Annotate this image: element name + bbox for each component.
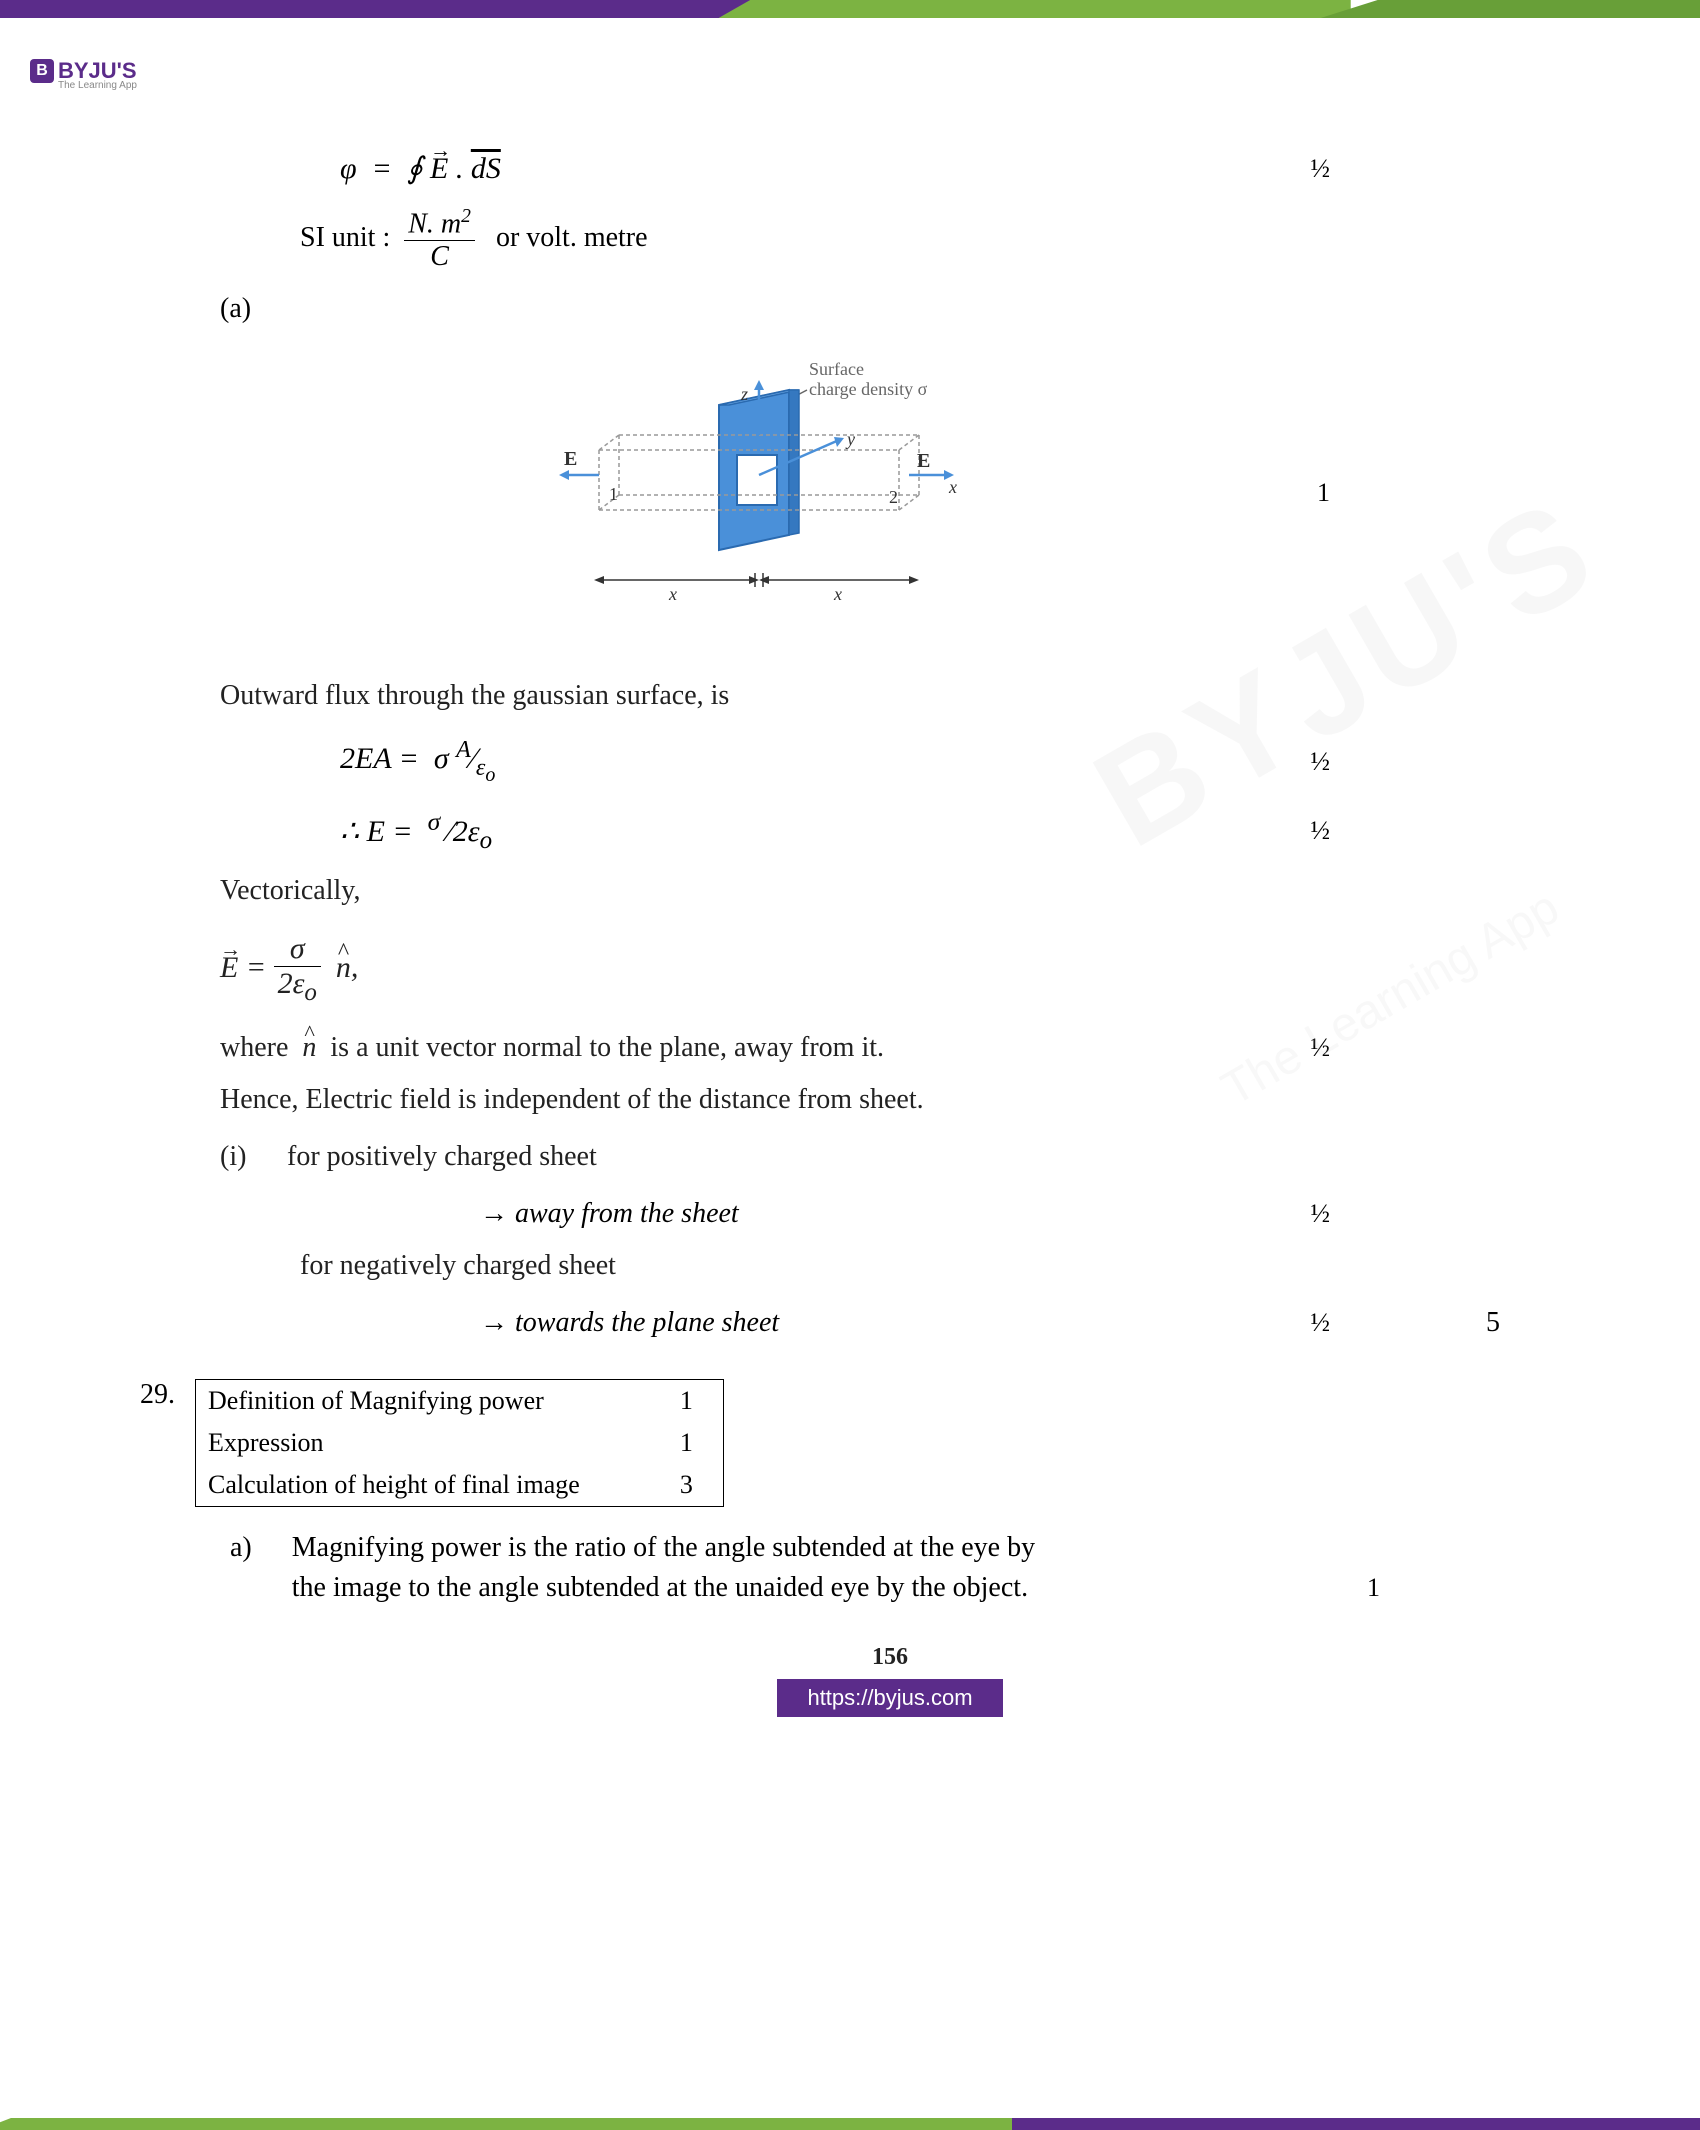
eq1-marks: ½ bbox=[1311, 154, 1331, 184]
page-number: 156 bbox=[200, 1644, 1580, 1671]
svg-text:charge density σ: charge density σ bbox=[809, 379, 928, 399]
top-banner bbox=[0, 0, 1700, 18]
si-unit-row: SI unit : N. m2 C or volt. metre bbox=[300, 206, 648, 273]
svg-text:y: y bbox=[845, 429, 855, 449]
q29-part-a-label: a) bbox=[230, 1532, 252, 1604]
q29-text-line1: Magnifying power is the ratio of the ang… bbox=[292, 1532, 1580, 1564]
independent-text: Hence, Electric field is independent of … bbox=[220, 1084, 1580, 1116]
svg-text:x: x bbox=[668, 584, 677, 604]
q29-part-a-marks: 1 bbox=[1367, 1573, 1380, 1603]
q29-number: 29. bbox=[140, 1379, 175, 1507]
rubric-marks: 3 bbox=[600, 1464, 724, 1507]
normal-vector-text: where n is a unit vector normal to the p… bbox=[220, 1032, 884, 1064]
part-i-label: (i) bbox=[220, 1141, 280, 1173]
svg-text:x: x bbox=[833, 584, 842, 604]
rubric-item: Definition of Magnifying power bbox=[196, 1380, 600, 1423]
q29-text-line2: the image to the angle subtended at the … bbox=[292, 1572, 1028, 1604]
eq-vector-E: E = σ 2εo n, bbox=[220, 932, 1580, 1007]
gaussian-surface-diagram: Surface charge density σ bbox=[509, 355, 1009, 615]
rubric-marks: 1 bbox=[600, 1422, 724, 1464]
svg-text:E: E bbox=[564, 448, 577, 470]
rubric-table: Definition of Magnifying power 1 Express… bbox=[195, 1379, 724, 1507]
table-row: Definition of Magnifying power 1 bbox=[196, 1380, 724, 1423]
rubric-item: Calculation of height of final image bbox=[196, 1464, 600, 1507]
eq-E: ∴ E = σ ⁄2εo bbox=[340, 807, 492, 855]
diagram-marks: 1 bbox=[1317, 478, 1330, 508]
eq-2EA: 2EA = σ A⁄εo bbox=[340, 737, 495, 787]
table-row: Expression 1 bbox=[196, 1422, 724, 1464]
towards-marks: ½ bbox=[1311, 1308, 1331, 1338]
vectorically-label: Vectorically, bbox=[220, 875, 1580, 907]
svg-text:x: x bbox=[948, 477, 957, 497]
total-marks: 5 bbox=[1486, 1307, 1500, 1339]
svg-text:E: E bbox=[917, 450, 930, 472]
normal-marks: ½ bbox=[1311, 1033, 1331, 1063]
svg-text:z: z bbox=[740, 384, 748, 404]
part-a-label: (a) bbox=[220, 293, 1580, 325]
bottom-banner bbox=[0, 2118, 1700, 2130]
footer-url: https://byjus.com bbox=[777, 1679, 1002, 1717]
svg-text:2: 2 bbox=[889, 487, 898, 507]
pos-sheet-text: for positively charged sheet bbox=[287, 1141, 597, 1172]
svg-text:1: 1 bbox=[609, 484, 618, 504]
si-unit-text: or volt. metre bbox=[496, 222, 648, 253]
rubric-marks: 1 bbox=[600, 1380, 724, 1423]
logo-section: B BYJU'S The Learning App bbox=[30, 58, 1700, 91]
neg-sheet-text: for negatively charged sheet bbox=[300, 1250, 1580, 1282]
towards-text: → towards the plane sheet bbox=[480, 1307, 779, 1339]
table-row: Calculation of height of final image 3 bbox=[196, 1464, 724, 1507]
outward-flux-text: Outward flux through the gaussian surfac… bbox=[220, 680, 1580, 712]
part-i-row: (i) for positively charged sheet bbox=[220, 1141, 1580, 1173]
away-marks: ½ bbox=[1311, 1199, 1331, 1229]
logo-badge: B bbox=[30, 59, 54, 83]
flux-equation: φ = ∮ E . dS bbox=[340, 151, 501, 186]
away-text: → away from the sheet bbox=[480, 1198, 739, 1230]
si-unit-label: SI unit : bbox=[300, 222, 390, 253]
logo-tagline: The Learning App bbox=[58, 80, 1700, 91]
svg-text:Surface: Surface bbox=[809, 359, 864, 379]
eq3-marks: ½ bbox=[1311, 816, 1331, 846]
eq2-marks: ½ bbox=[1311, 747, 1331, 777]
rubric-item: Expression bbox=[196, 1422, 600, 1464]
